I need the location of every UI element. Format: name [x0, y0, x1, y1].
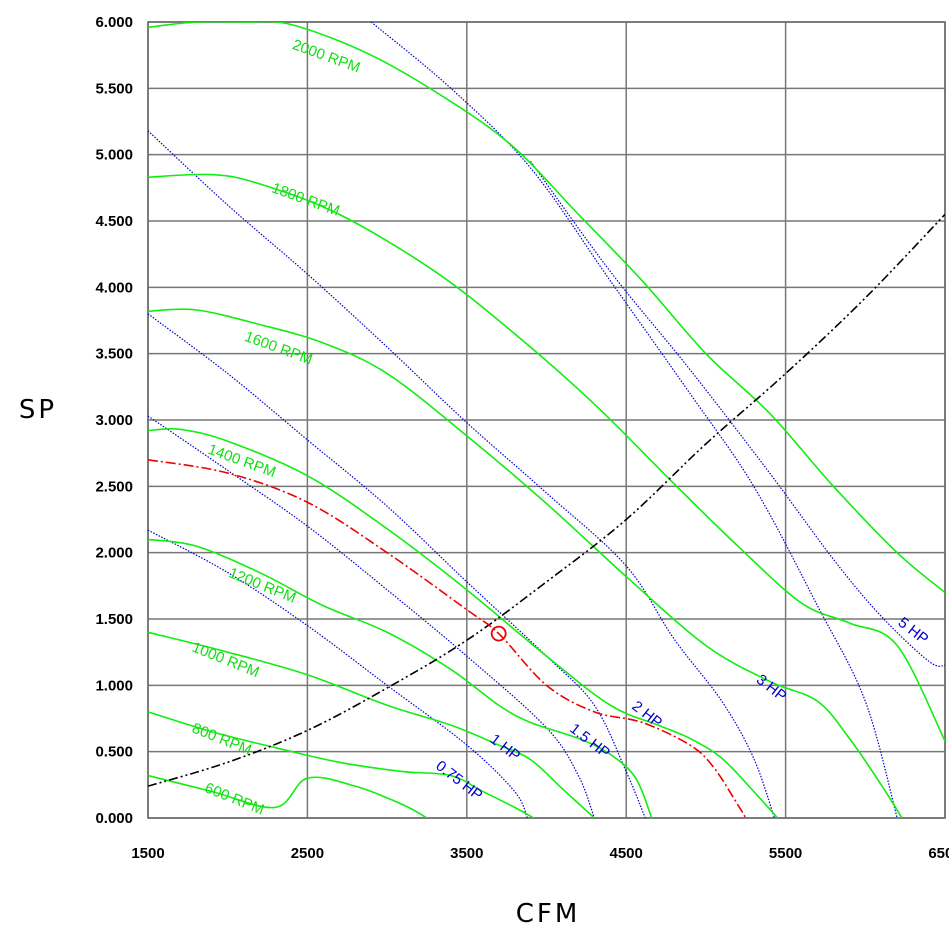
- rpm-curve: [148, 631, 595, 818]
- y-tick-label: 3.000: [95, 412, 133, 429]
- hp-curve: [148, 529, 528, 818]
- y-tick-label: 0.000: [95, 810, 133, 827]
- y-tick-label: 2.500: [95, 478, 133, 495]
- hp-curve: [530, 160, 945, 667]
- hp-curve: [148, 130, 776, 818]
- x-tick-label: 3500: [450, 845, 483, 862]
- y-axis-title: SP: [19, 395, 57, 425]
- rpm-curve: [148, 308, 903, 818]
- rpm-curve-label: 800 RPM: [190, 720, 254, 759]
- rpm-curve: [148, 538, 653, 818]
- system-curve: [148, 213, 945, 787]
- rpm-curve-label: 1600 RPM: [242, 328, 314, 368]
- rpm-curve-label: 1000 RPM: [190, 639, 262, 681]
- operating-curve: [148, 459, 747, 818]
- hp-curve-label: 0.75 HP: [432, 757, 485, 804]
- rpm-curve: [148, 774, 428, 818]
- x-tick-label: 5500: [769, 845, 802, 862]
- y-tick-label: 2.000: [95, 545, 133, 562]
- y-tick-label: 3.500: [95, 346, 133, 363]
- rpm-curve-label: 1200 RPM: [226, 564, 298, 606]
- hp-curve: [148, 313, 646, 818]
- grid: [147, 21, 946, 819]
- y-tick-label: 0.500: [95, 744, 133, 761]
- y-tick-label: 4.000: [95, 279, 133, 296]
- rpm-curve-label: 1800 RPM: [269, 180, 341, 220]
- y-tick-label: 4.500: [95, 213, 133, 230]
- curves: [148, 22, 945, 818]
- plot-frame: [147, 21, 946, 819]
- rpm-curve: [148, 711, 535, 818]
- rpm-curve: [148, 22, 945, 594]
- y-tick-label: 6.000: [95, 14, 133, 31]
- y-tick-label: 5.500: [95, 80, 133, 97]
- hp-curve-label: 3 HP: [753, 671, 790, 705]
- x-tick-label: 2500: [291, 845, 324, 862]
- axis-ticks: 1500 2500 3500 4500 5500 6500 0.000 0.500 1.000 1…: [95, 14, 949, 862]
- operating-point: [490, 625, 507, 642]
- y-tick-label: 5.000: [95, 147, 133, 164]
- rpm-curve-label: 600 RPM: [202, 779, 266, 818]
- rpm-curve: [148, 173, 945, 742]
- hp-curve-label: 1 HP: [487, 731, 524, 765]
- x-axis-title: CFM: [516, 899, 581, 929]
- rpm-curve-label: 2000 RPM: [290, 36, 362, 76]
- y-tick-label: 1.000: [95, 677, 133, 694]
- hp-curve: [148, 415, 595, 818]
- rpm-curve: [148, 427, 779, 818]
- hp-curve: [370, 22, 898, 818]
- x-tick-label: 4500: [610, 845, 643, 862]
- x-tick-label: 6500: [928, 845, 949, 862]
- y-tick-label: 1.500: [95, 611, 133, 628]
- x-tick-label: 1500: [131, 845, 164, 862]
